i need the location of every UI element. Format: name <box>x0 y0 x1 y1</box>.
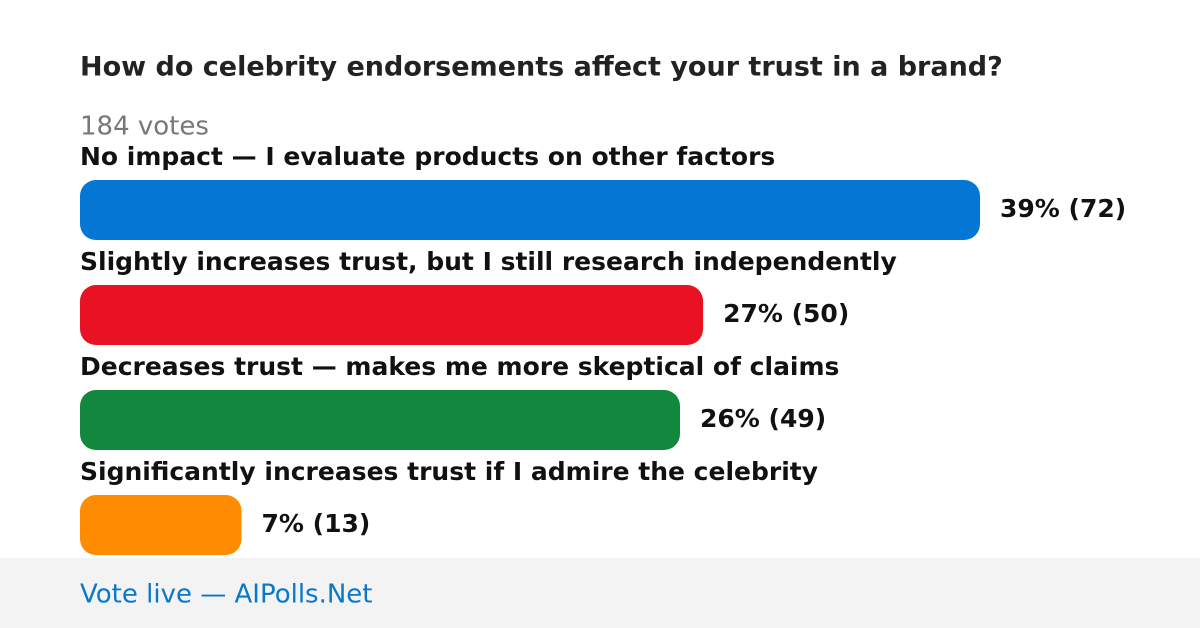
vote-count: 184 votes <box>80 112 209 142</box>
poll-title: How do celebrity endorsements affect you… <box>80 52 1003 83</box>
bar <box>80 495 242 555</box>
footer-link[interactable]: Vote live — AIPolls.Net <box>80 580 373 610</box>
value-label: 27% (50) <box>723 299 849 328</box>
bar <box>80 285 704 345</box>
option-label: Significantly increases trust if I admir… <box>80 457 818 486</box>
value-label: 7% (13) <box>262 509 371 538</box>
option-label: Decreases trust — makes me more skeptica… <box>80 352 839 381</box>
option-label: Slightly increases trust, but I still re… <box>80 247 897 276</box>
bar <box>80 180 980 240</box>
bar <box>80 390 680 450</box>
value-label: 39% (72) <box>1000 194 1126 223</box>
option-label: No impact — I evaluate products on other… <box>80 142 775 171</box>
value-label: 26% (49) <box>700 404 826 433</box>
footer-bar <box>0 558 1200 628</box>
